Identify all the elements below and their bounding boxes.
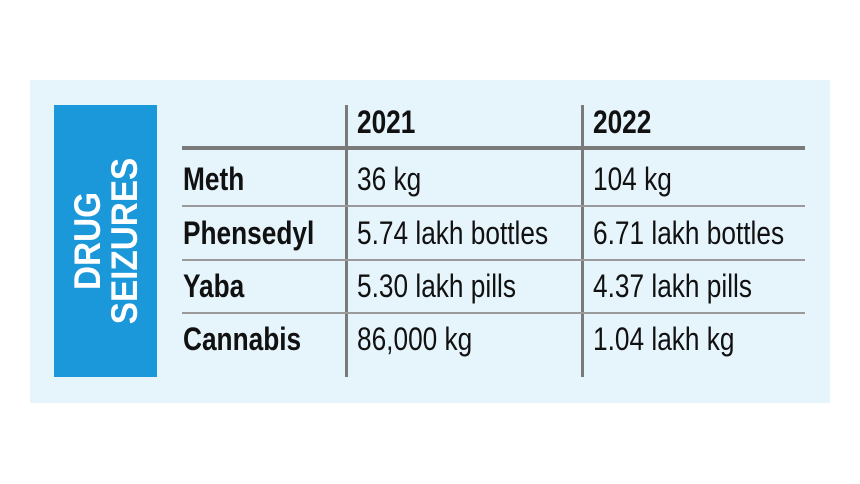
title-box: DRUG SEIZURES	[54, 105, 157, 377]
row-label: Cannabis	[183, 321, 302, 357]
cell-2022: 1.04 lakh kg	[593, 321, 735, 357]
column-divider-2021	[345, 105, 348, 377]
table-title: DRUG SEIZURES	[66, 148, 145, 333]
cell-2021: 5.30 lakh pills	[357, 268, 516, 304]
cell-2021: 86,000 kg	[357, 321, 473, 357]
cell-2021: 5.74 lakh bottles	[357, 215, 549, 251]
title-line-2: SEIZURES	[103, 157, 145, 325]
header-divider	[182, 146, 805, 150]
cell-2022: 104 kg	[593, 161, 672, 197]
cell-2022: 4.37 lakh pills	[593, 268, 752, 304]
row-divider	[182, 312, 805, 314]
column-divider-2022	[581, 105, 584, 377]
column-header-2021: 2021	[357, 104, 416, 140]
cell-2022: 6.71 lakh bottles	[593, 215, 785, 251]
row-divider	[182, 259, 805, 261]
row-label: Phensedyl	[183, 215, 315, 251]
row-label: Yaba	[183, 268, 245, 304]
title-line-1: DRUG	[66, 191, 108, 291]
column-header-2022: 2022	[593, 104, 652, 140]
row-label: Meth	[183, 161, 245, 197]
row-divider	[182, 205, 805, 207]
cell-2021: 36 kg	[357, 161, 422, 197]
infographic-panel	[30, 80, 830, 403]
